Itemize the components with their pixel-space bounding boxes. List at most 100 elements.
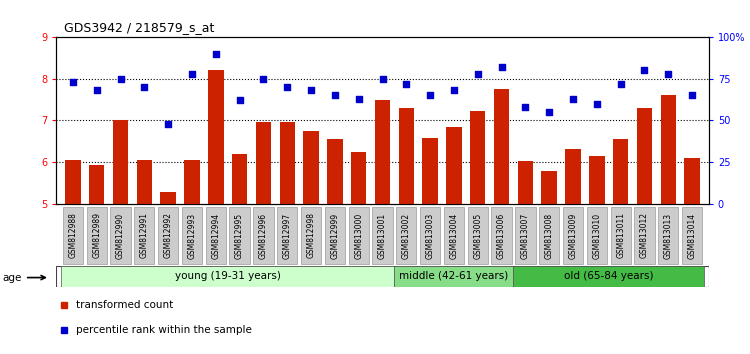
Point [543,109,555,115]
FancyBboxPatch shape [658,206,679,264]
FancyBboxPatch shape [682,206,702,264]
Bar [303,131,319,354]
Text: GSM813002: GSM813002 [402,212,411,258]
Text: GSM813008: GSM813008 [544,212,554,258]
Text: GSM813012: GSM813012 [640,212,649,258]
Text: GSM813003: GSM813003 [426,212,435,258]
Text: GSM812991: GSM812991 [140,212,148,258]
FancyBboxPatch shape [254,206,274,264]
FancyBboxPatch shape [514,266,704,287]
FancyBboxPatch shape [86,206,106,264]
Point [615,81,627,87]
Text: GSM813001: GSM813001 [378,212,387,258]
Bar [684,158,700,354]
FancyBboxPatch shape [63,206,83,264]
Bar [518,161,533,354]
Bar [184,160,200,354]
FancyBboxPatch shape [394,266,514,287]
FancyBboxPatch shape [301,206,321,264]
Bar [661,96,676,354]
Bar [256,122,272,354]
Point [162,121,174,126]
Text: GSM813011: GSM813011 [616,212,626,258]
FancyBboxPatch shape [182,206,202,264]
Point [472,71,484,76]
Point [67,79,79,85]
Point [400,81,412,87]
Point [424,93,436,98]
FancyBboxPatch shape [586,206,607,264]
Bar [422,138,438,354]
Bar [327,139,343,354]
Bar [89,165,104,354]
Bar [232,154,248,354]
Bar [470,111,485,354]
Text: GSM813006: GSM813006 [497,212,506,258]
Text: GSM812998: GSM812998 [307,212,316,258]
Point [686,93,698,98]
Bar [208,70,224,354]
FancyBboxPatch shape [61,266,394,287]
FancyBboxPatch shape [634,206,655,264]
Point [638,68,650,73]
Bar [375,99,390,354]
Point [567,96,579,102]
Text: GSM812997: GSM812997 [283,212,292,258]
Point [520,104,532,110]
Text: GSM813005: GSM813005 [473,212,482,258]
FancyBboxPatch shape [539,206,560,264]
Text: old (65-84 years): old (65-84 years) [564,272,653,281]
FancyBboxPatch shape [420,206,440,264]
Point [138,84,150,90]
FancyBboxPatch shape [610,206,631,264]
Bar [613,139,628,354]
Point [328,93,340,98]
FancyBboxPatch shape [349,206,369,264]
Text: GSM812990: GSM812990 [116,212,125,258]
Text: transformed count: transformed count [76,300,173,310]
FancyBboxPatch shape [325,206,345,264]
Text: GSM812992: GSM812992 [164,212,172,258]
Text: GSM813007: GSM813007 [521,212,530,258]
Text: GSM812999: GSM812999 [330,212,339,258]
Point [186,71,198,76]
Bar [160,192,176,354]
Bar [112,120,128,354]
Text: GSM812988: GSM812988 [68,212,77,258]
Bar [446,127,462,354]
FancyBboxPatch shape [491,206,512,264]
Text: GSM813000: GSM813000 [354,212,363,258]
FancyBboxPatch shape [563,206,584,264]
Point [91,87,103,93]
Bar [566,149,580,354]
Point [115,76,127,81]
Point [496,64,508,70]
Text: percentile rank within the sample: percentile rank within the sample [76,325,252,335]
Bar [637,108,652,354]
FancyBboxPatch shape [468,206,488,264]
FancyBboxPatch shape [134,206,154,264]
Point [257,76,269,81]
FancyBboxPatch shape [110,206,130,264]
Point [210,51,222,57]
FancyBboxPatch shape [206,206,226,264]
Bar [494,89,509,354]
FancyBboxPatch shape [277,206,297,264]
Point [376,76,388,81]
Text: GSM813013: GSM813013 [664,212,673,258]
Bar [398,108,414,354]
FancyBboxPatch shape [396,206,416,264]
Bar [542,171,557,354]
Text: GSM812993: GSM812993 [188,212,196,258]
Text: GSM813004: GSM813004 [449,212,458,258]
Point [448,87,460,93]
Text: GSM812996: GSM812996 [259,212,268,258]
Text: GSM812994: GSM812994 [211,212,220,258]
Bar [136,160,152,354]
FancyBboxPatch shape [444,206,464,264]
Text: young (19-31 years): young (19-31 years) [175,272,280,281]
Text: GDS3942 / 218579_s_at: GDS3942 / 218579_s_at [64,21,214,34]
Point [662,71,674,76]
Point [281,84,293,90]
Bar [280,122,295,354]
